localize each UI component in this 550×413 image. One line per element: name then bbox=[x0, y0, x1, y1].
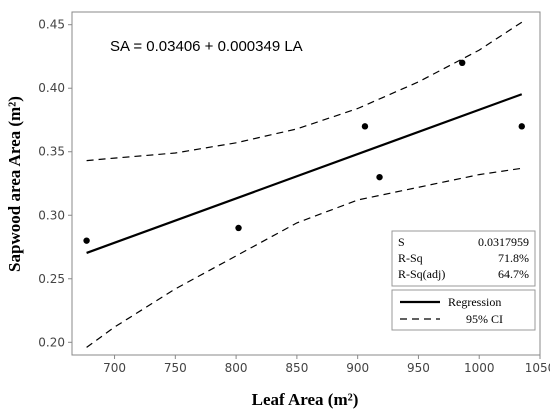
data-point bbox=[459, 59, 466, 67]
y-tick-label: 0.25 bbox=[38, 272, 65, 286]
data-point bbox=[361, 123, 369, 130]
ci-lower-line bbox=[86, 167, 522, 348]
x-tick-label: 950 bbox=[407, 361, 430, 375]
data-point bbox=[518, 123, 525, 130]
data-point bbox=[83, 237, 90, 244]
stat-value-rsq-adj: 64.7% bbox=[498, 267, 529, 281]
x-axis-title: Leaf Area (m²) bbox=[252, 390, 359, 409]
stat-value-s: 0.0317959 bbox=[478, 235, 529, 249]
regression-line bbox=[86, 93, 523, 254]
x-tick-label: 800 bbox=[225, 361, 248, 375]
stat-label-s: S bbox=[398, 235, 405, 249]
x-tick-label: 750 bbox=[164, 361, 187, 375]
x-tick-label: 850 bbox=[285, 361, 308, 375]
data-point bbox=[376, 173, 383, 181]
stats-box: S 0.0317959 R-Sq 71.8% R-Sq(adj) 64.7% bbox=[391, 230, 536, 287]
equation-annotation: SA = 0.03406 + 0.000349 LA bbox=[110, 38, 303, 55]
x-tick-label: 700 bbox=[103, 361, 126, 375]
ci-upper-line bbox=[86, 21, 523, 162]
stats-box-frame bbox=[391, 230, 536, 287]
y-tick-label: 0.45 bbox=[38, 18, 65, 32]
y-axis-title: Sapwood area Area (m²) bbox=[5, 96, 24, 272]
legend-label-regression: Regression bbox=[448, 295, 501, 309]
y-tick-label: 0.40 bbox=[38, 81, 65, 95]
y-tick-label: 0.30 bbox=[38, 208, 65, 222]
plot-frame bbox=[71, 11, 541, 356]
data-point bbox=[235, 224, 242, 232]
x-tick-label: 1000 bbox=[464, 361, 495, 375]
stat-value-rsq: 71.8% bbox=[498, 251, 529, 265]
legend-label-ci: 95% CI bbox=[466, 312, 503, 326]
data-points bbox=[83, 59, 525, 244]
stat-label-rsq: R-Sq bbox=[398, 251, 423, 265]
x-tick-label: 900 bbox=[346, 361, 369, 375]
y-tick-label: 0.35 bbox=[38, 145, 65, 159]
legend: Regression 95% CI bbox=[391, 289, 536, 331]
stat-label-rsq-adj: R-Sq(adj) bbox=[398, 267, 445, 281]
legend-frame bbox=[391, 289, 536, 331]
y-tick-label: 0.20 bbox=[38, 335, 65, 349]
